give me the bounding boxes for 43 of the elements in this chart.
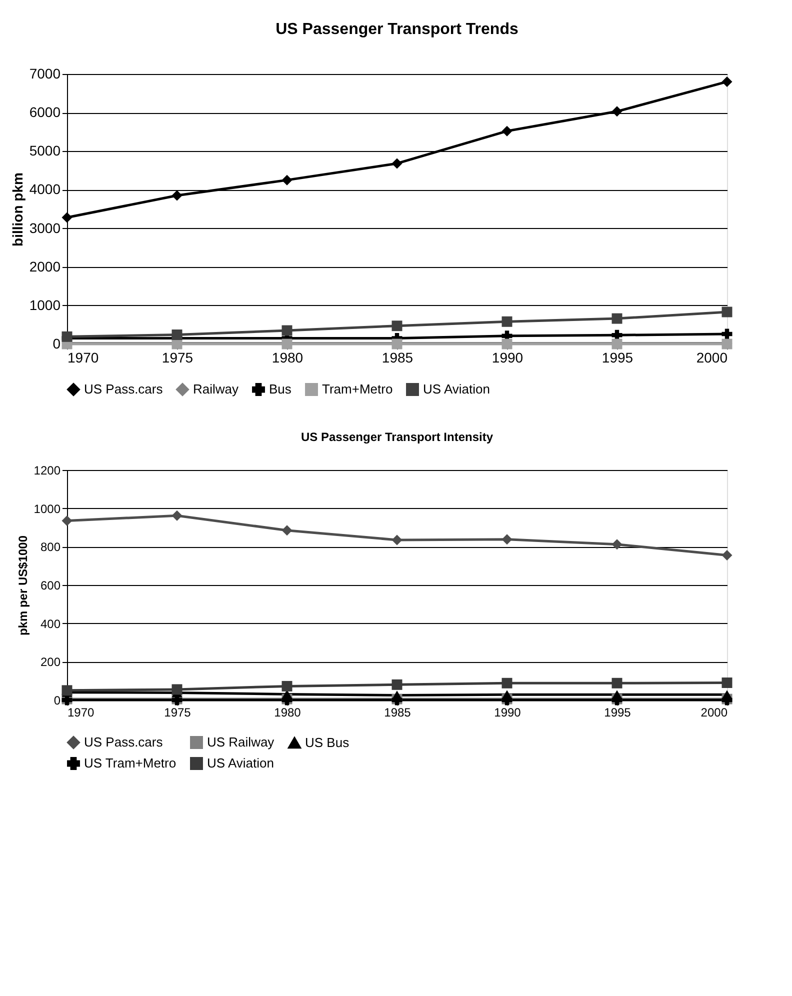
x-tick-label: 1990	[494, 706, 522, 720]
legend-label: Tram+Metro	[322, 382, 393, 397]
legend-label: US Aviation	[423, 382, 490, 397]
legend-label: US Bus	[305, 734, 350, 750]
x-tick-label: 1970	[68, 706, 95, 720]
y-axis-title: pkm per US$1000	[16, 535, 30, 636]
legend-label: US Tram+Metro	[84, 756, 176, 770]
y-tick-label: 4000	[29, 181, 61, 198]
y-tick-label: 1200	[34, 464, 61, 478]
y-tick-label: 2000	[29, 258, 61, 274]
legend-label: US Aviation	[207, 756, 274, 770]
y-tick-label: 7000	[29, 66, 61, 82]
x-tick-label: 1995	[602, 350, 634, 366]
x-tick-label: 2000	[700, 706, 728, 720]
chart-title: US Passenger Transport Trends	[276, 21, 518, 38]
legend-label: US Pass.cars	[84, 382, 164, 397]
legend-label: Railway	[193, 382, 240, 397]
y-tick-label: 400	[40, 616, 61, 631]
legend-label: Bus	[269, 382, 292, 397]
legend-label: US Railway	[207, 734, 275, 750]
y-tick-label: 6000	[29, 104, 61, 120]
x-tick-label: 1980	[272, 350, 304, 366]
x-tick-label: 1970	[68, 350, 99, 366]
y-tick-label: 3000	[29, 220, 61, 236]
x-tick-label: 1985	[382, 350, 414, 366]
y-tick-label: 5000	[29, 142, 61, 159]
x-tick-label: 1985	[384, 706, 412, 720]
y-tick-label: 1000	[34, 502, 61, 516]
x-tick-label: 1995	[604, 706, 632, 720]
x-tick-label: 2000	[696, 350, 728, 366]
y-tick-label: 200	[40, 655, 61, 670]
x-tick-label: 1975	[162, 350, 194, 366]
x-tick-label: 1990	[492, 350, 524, 366]
y-tick-label: 0	[54, 694, 61, 708]
chart-title: US Passenger Transport Intensity	[300, 430, 494, 444]
x-tick-label: 1975	[164, 706, 192, 720]
y-tick-label: 800	[40, 540, 61, 554]
y-tick-label: 0	[52, 336, 61, 352]
legend-label: US Pass.cars	[84, 734, 164, 750]
y-axis-title: billion pkm	[9, 172, 26, 246]
y-tick-label: 600	[40, 578, 61, 592]
y-tick-label: 1000	[29, 296, 61, 313]
x-tick-label: 1980	[274, 706, 302, 720]
